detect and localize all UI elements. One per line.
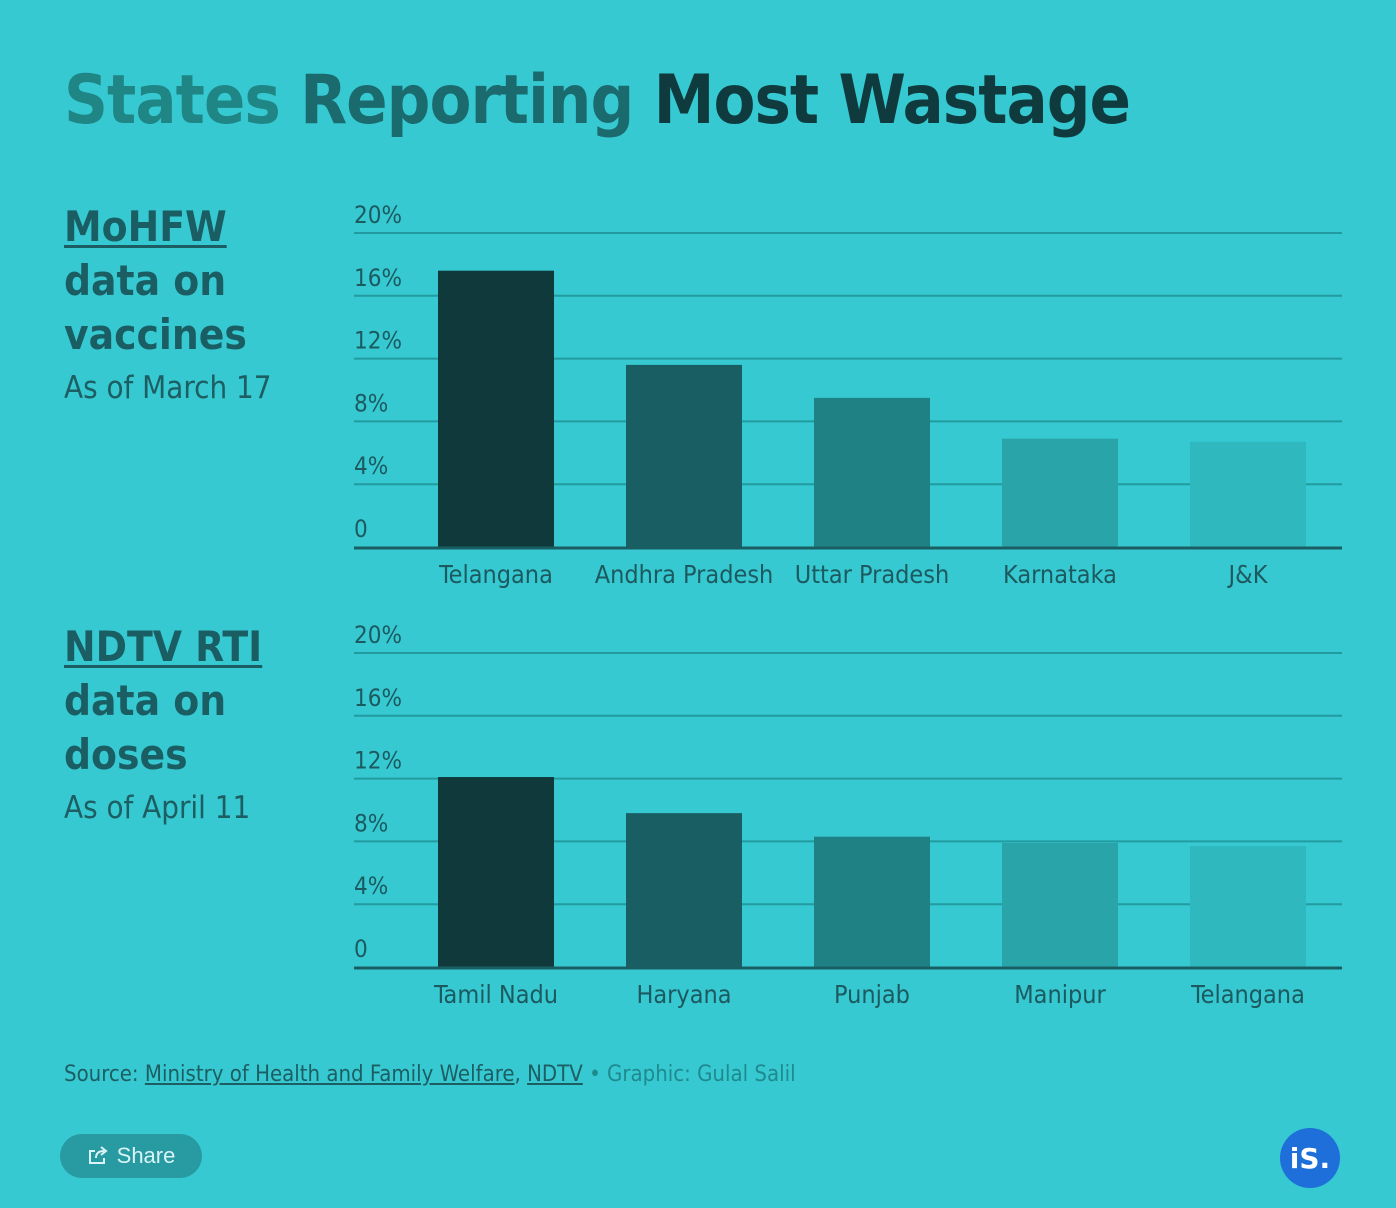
y-tick-label: 0 xyxy=(354,515,368,543)
x-tick-label: J&K xyxy=(1227,560,1269,589)
y-tick-label: 4% xyxy=(354,452,388,480)
y-tick-label: 16% xyxy=(354,264,402,292)
source-link-ndtv[interactable]: NDTV xyxy=(527,1062,583,1087)
bar xyxy=(814,836,930,967)
bar xyxy=(1190,441,1306,547)
share-icon xyxy=(88,1146,108,1164)
bar xyxy=(1190,846,1306,967)
bar xyxy=(1002,438,1118,547)
source-separator: , xyxy=(514,1062,528,1087)
chart-mohfw: 0 4% 8% 12% 16% 20% Telangana Andhra Pradesh Utt… xyxy=(0,195,1396,595)
logo-text: iS. xyxy=(1289,1141,1331,1175)
source-footer: Source: Ministry of Health and Family We… xyxy=(64,1062,796,1087)
share-label: Share xyxy=(116,1143,176,1168)
x-tick-label: Andhra Pradesh xyxy=(595,560,774,589)
share-button[interactable]: Share xyxy=(60,1134,202,1178)
panel-1-label: MoHFW data on vaccines As of March 17 xyxy=(64,200,271,410)
title-most-wastage: Most Wastage xyxy=(653,61,1131,140)
y-tick-label: 16% xyxy=(354,684,402,712)
source-label: Source: xyxy=(64,1062,145,1087)
x-tick-label: Telangana xyxy=(1190,980,1305,1009)
x-tick-label: Punjab xyxy=(834,980,910,1009)
x-tick-label: Uttar Pradesh xyxy=(795,560,950,589)
y-tick-label: 20% xyxy=(354,621,402,649)
y-tick-label: 12% xyxy=(354,747,402,775)
bar xyxy=(438,777,554,967)
panel-1-line1: data on xyxy=(64,256,227,305)
bar xyxy=(1002,842,1118,967)
y-tick-label: 8% xyxy=(354,389,388,417)
source-link-mohfw[interactable]: Ministry of Health and Family Welfare xyxy=(144,1062,515,1087)
brand-logo[interactable]: iS. xyxy=(1280,1128,1340,1188)
panel-2-line1: data on xyxy=(64,676,227,725)
y-tick-label: 12% xyxy=(354,327,402,355)
y-tick-label: 4% xyxy=(354,872,388,900)
y-tick-label: 0 xyxy=(354,935,368,963)
bar xyxy=(626,813,742,967)
x-tick-label: Karnataka xyxy=(1003,560,1117,589)
panel-1-line2: vaccines xyxy=(64,310,247,359)
graphic-credit: • Graphic: Gulal Salil xyxy=(582,1062,796,1087)
panel-1-source-link[interactable]: MoHFW xyxy=(64,202,227,251)
title-word-states: States xyxy=(64,61,281,140)
x-tick-label: Telangana xyxy=(438,560,553,589)
bar xyxy=(626,364,742,547)
title-word-reporting: Reporting xyxy=(300,61,634,140)
panel-2-line2: doses xyxy=(64,730,188,779)
chart-ndtv: 0 4% 8% 12% 16% 20% Tamil Nadu Haryana Punjab Man… xyxy=(0,615,1396,1015)
y-tick-label: 20% xyxy=(354,201,402,229)
chart-title: States Reporting Most Wastage xyxy=(64,56,1131,146)
panel-2-source-link[interactable]: NDTV RTI xyxy=(64,622,263,671)
y-tick-label: 8% xyxy=(354,809,388,837)
x-tick-label: Manipur xyxy=(1014,980,1106,1009)
x-tick-label: Tamil Nadu xyxy=(433,980,558,1009)
x-tick-label: Haryana xyxy=(636,980,731,1009)
chart-ndtv-svg: 0 4% 8% 12% 16% 20% Tamil Nadu Haryana Punjab Man… xyxy=(354,621,1342,1009)
panel-1-date: As of March 17 xyxy=(64,370,272,406)
bar xyxy=(438,270,554,547)
panel-2-date: As of April 11 xyxy=(64,790,251,826)
bar xyxy=(814,397,930,547)
panel-2-label: NDTV RTI data on doses As of April 11 xyxy=(64,620,262,830)
chart-mohfw-svg: 0 4% 8% 12% 16% 20% Telangana Andhra Pradesh Utt… xyxy=(354,201,1342,589)
